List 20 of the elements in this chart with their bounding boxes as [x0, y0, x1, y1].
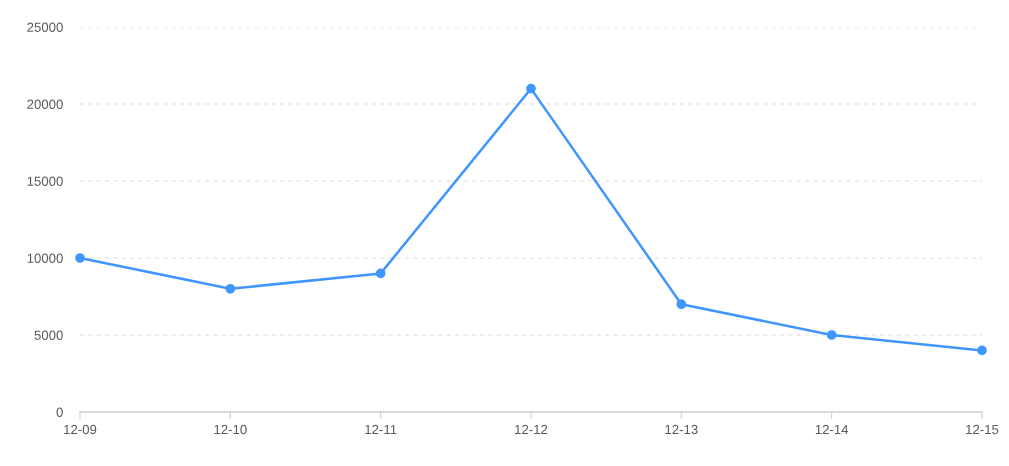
- x-tick-label: 12-13: [665, 424, 698, 435]
- x-tick-label: 12-15: [966, 424, 999, 435]
- x-tick-label: 12-09: [64, 424, 97, 435]
- point: [977, 345, 987, 356]
- point: [225, 283, 236, 294]
- y-tick-label: 5000: [34, 330, 63, 340]
- point: [526, 83, 536, 94]
- y-tick-label: 20000: [27, 99, 63, 109]
- x-tick-label: 12-10: [214, 424, 247, 435]
- x-tick-label: 12-11: [365, 424, 397, 435]
- point: [375, 268, 386, 279]
- y-tick-label: 10000: [27, 253, 63, 263]
- point: [75, 253, 85, 263]
- y-tick-label: 25000: [27, 22, 63, 32]
- x-tick-label: 12-14: [815, 424, 849, 435]
- point: [676, 299, 687, 310]
- y-tick-label: 0: [56, 407, 63, 417]
- y-tick-label: 15000: [27, 176, 63, 186]
- point: [826, 330, 837, 340]
- x-tick-label: 12-12: [515, 424, 548, 435]
